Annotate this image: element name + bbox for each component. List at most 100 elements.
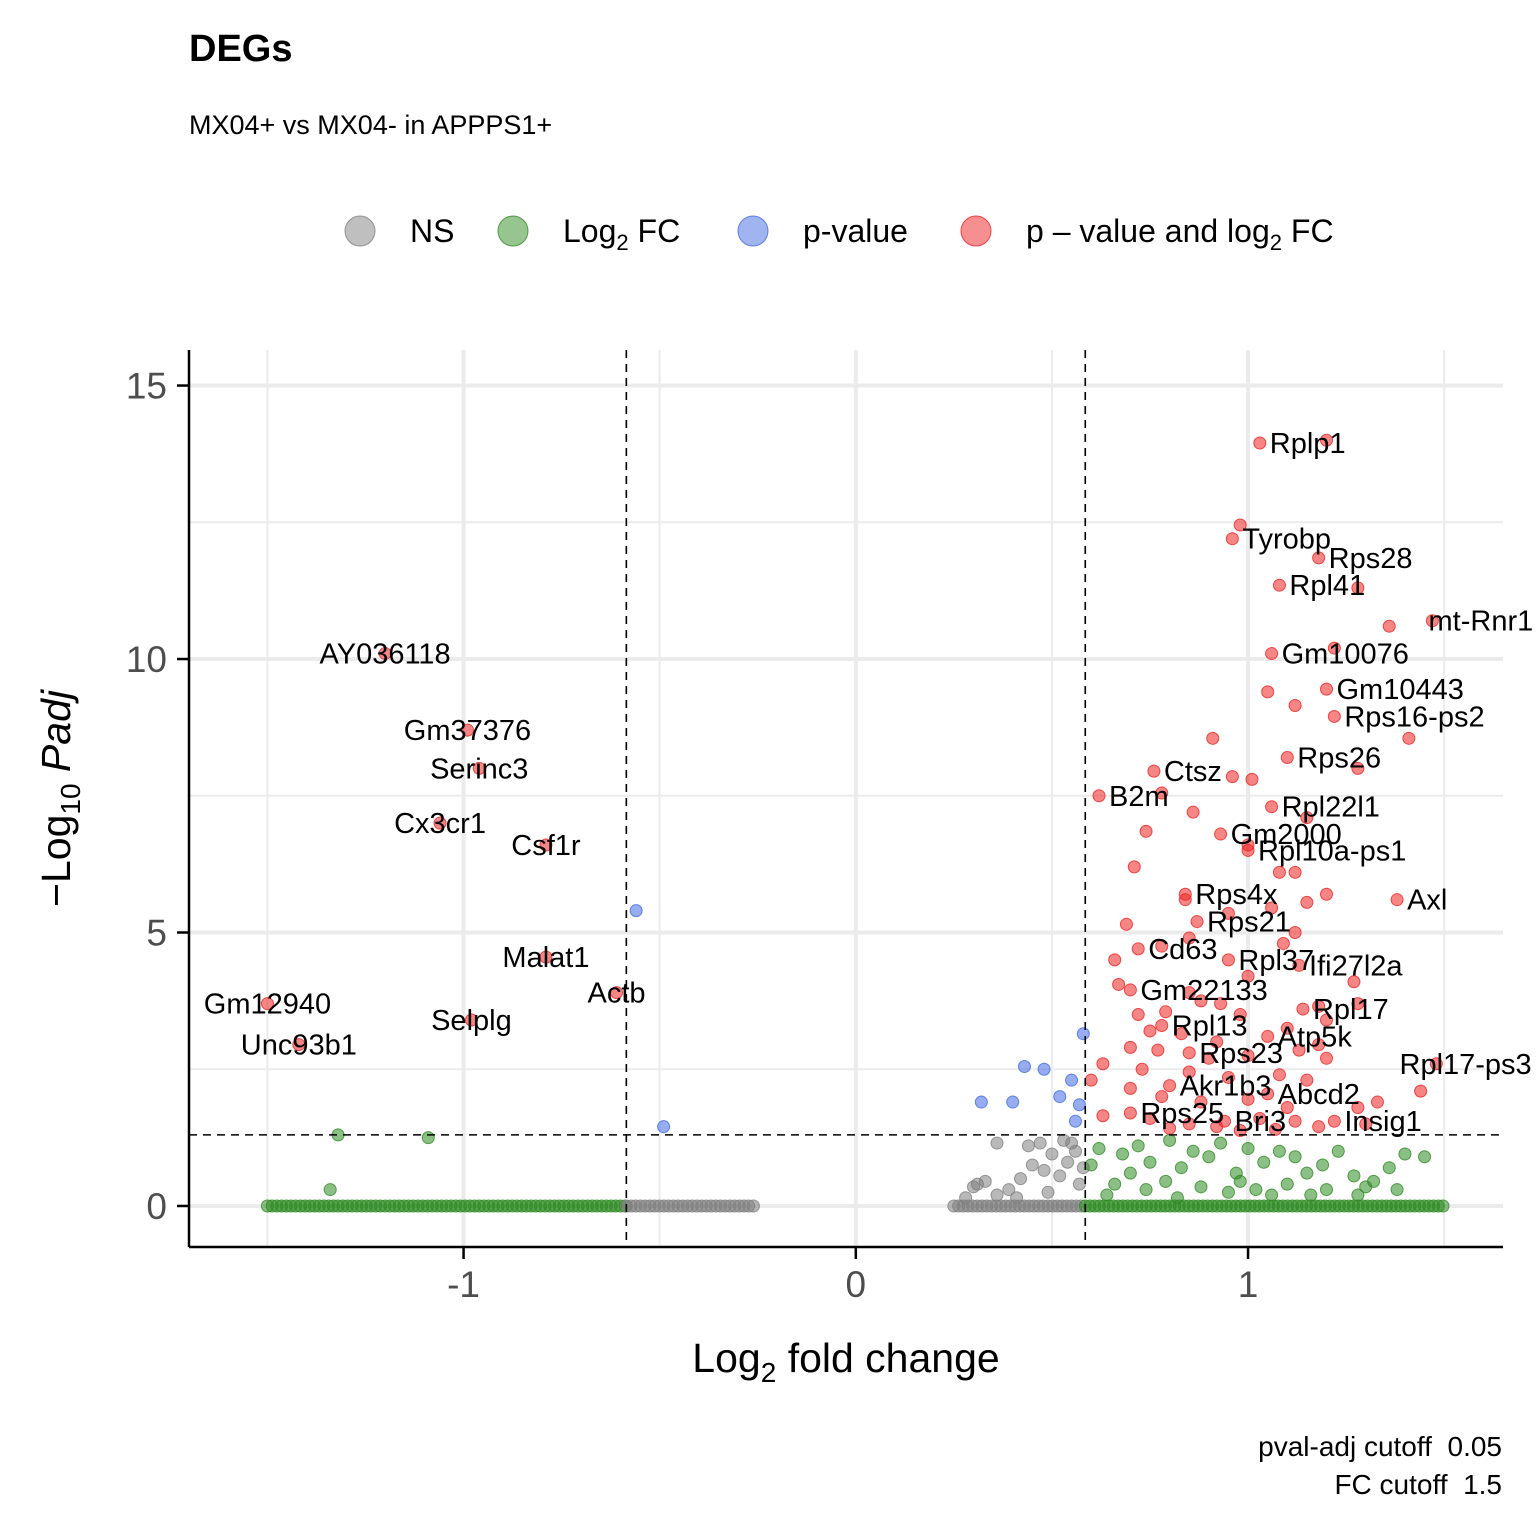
gene-label: Selplg: [431, 1005, 512, 1037]
significant-point: [1233, 518, 1247, 532]
significant-point: [1206, 731, 1220, 745]
pvalue-point: [1006, 1095, 1020, 1109]
labeled-significant-point: [1272, 578, 1286, 592]
x-tick-label: -1: [447, 1264, 480, 1305]
significant-point: [1414, 1084, 1428, 1098]
gene-label: Abcd2: [1278, 1079, 1360, 1111]
significant-point: [1241, 1049, 1255, 1063]
log2fc-point: [1159, 1174, 1173, 1188]
labeled-significant-point: [460, 723, 474, 737]
labeled-significant-point: [1155, 1018, 1169, 1032]
significant-point: [1253, 1111, 1267, 1125]
y-tick-label: 10: [126, 639, 167, 680]
legend-label: p – value and log2 FC: [1026, 213, 1334, 255]
significant-point: [1135, 1062, 1149, 1076]
significant-point: [1123, 1040, 1137, 1054]
labeled-significant-point: [1241, 843, 1255, 857]
gene-label: Axl: [1407, 885, 1447, 917]
log2fc-point: [1233, 1174, 1247, 1188]
x-tick-label: 0: [846, 1264, 867, 1305]
labeled-significant-point: [1390, 893, 1404, 907]
log2fc-point: [1319, 1183, 1333, 1197]
labeled-significant-point: [1182, 1046, 1196, 1060]
significant-point: [1292, 1043, 1306, 1057]
significant-point: [1402, 731, 1416, 745]
labeled-significant-point: [1214, 827, 1228, 841]
data-points: [260, 433, 1450, 1213]
significant-point: [1288, 699, 1302, 713]
log2fc-point: [1186, 1144, 1200, 1158]
significant-point: [1288, 1114, 1302, 1128]
log2fc-point: [1194, 1180, 1208, 1194]
gene-label: Bri3: [1235, 1106, 1287, 1138]
significant-point: [1276, 936, 1290, 950]
ns-point: [1033, 1136, 1047, 1150]
zero-point: [1436, 1199, 1450, 1213]
gene-label: Csf1r: [511, 830, 581, 862]
significant-point: [1194, 1095, 1208, 1109]
log2fc-point: [1418, 1150, 1432, 1164]
log2fc-point: [1174, 1161, 1188, 1175]
legend-label: NS: [410, 213, 454, 249]
gene-label: Rps28: [1329, 543, 1413, 575]
gene-label: Rpl17-ps3: [1400, 1049, 1532, 1081]
pvalue-point: [1072, 1098, 1086, 1112]
gene-label: Rpl22l1: [1282, 792, 1380, 824]
ns-point: [1053, 1169, 1067, 1183]
log2fc-point: [1304, 1188, 1318, 1202]
gene-label: Rps23: [1199, 1038, 1283, 1070]
labeled-significant-point: [1261, 1029, 1275, 1043]
significant-point: [1312, 1120, 1326, 1134]
x-tick-label: 1: [1238, 1264, 1259, 1305]
ns-point: [990, 1136, 1004, 1150]
labeled-significant-point: [1190, 915, 1204, 929]
significant-point: [1347, 975, 1361, 989]
ns-point: [1037, 1163, 1051, 1177]
pvalue-point: [1017, 1060, 1031, 1074]
legend-swatch: [737, 215, 769, 247]
legend-swatch: [960, 215, 992, 247]
significant-point: [1186, 805, 1200, 819]
gene-label: Tyrobp: [1242, 524, 1331, 556]
log2fc-point: [1084, 1158, 1098, 1172]
labeled-significant-point: [1163, 1079, 1177, 1093]
labeled-significant-point: [464, 1013, 478, 1027]
cutoff-lines: [189, 350, 1503, 1247]
gene-label: Gm2000: [1231, 819, 1342, 851]
significant-point: [1319, 1013, 1333, 1027]
pvalue-point: [1037, 1062, 1051, 1076]
significant-point: [1096, 1057, 1110, 1071]
log2fc-point: [1265, 1188, 1279, 1202]
log2fc-point: [1300, 1166, 1314, 1180]
significant-point: [1288, 865, 1302, 879]
significant-point: [1143, 1111, 1157, 1125]
caption: pval-adj cutoff 0.05 FC cutoff 1.5: [1258, 1428, 1502, 1504]
log2fc-point: [1382, 1161, 1396, 1175]
pvalue-point: [1065, 1073, 1079, 1087]
gene-label: Serinc3: [430, 753, 528, 785]
ns-point: [1021, 1139, 1035, 1153]
labeled-significant-point: [1123, 983, 1137, 997]
pvalue-point: [1053, 1090, 1067, 1104]
gene-label: Rpl37: [1238, 945, 1314, 977]
log2fc-point: [1280, 1177, 1294, 1191]
significant-point: [1174, 1027, 1188, 1041]
significant-point: [1382, 619, 1396, 633]
ns-point: [1010, 1191, 1024, 1205]
gene-label: Rpl17: [1313, 994, 1389, 1026]
gene-label: Gm12940: [204, 989, 331, 1021]
significant-point: [1245, 772, 1259, 786]
log2fc-point: [1241, 1142, 1255, 1156]
log2fc-point: [1123, 1166, 1137, 1180]
significant-point: [1123, 1081, 1137, 1095]
log2fc-point: [1316, 1158, 1330, 1172]
significant-point: [1214, 997, 1228, 1011]
significant-point: [1225, 770, 1239, 784]
significant-point: [1096, 1109, 1110, 1123]
significant-point: [1155, 939, 1169, 953]
labeled-significant-point: [1319, 682, 1333, 696]
significant-point: [1280, 1021, 1294, 1035]
significant-point: [1182, 1117, 1196, 1131]
grid-lines: [189, 350, 1503, 1247]
